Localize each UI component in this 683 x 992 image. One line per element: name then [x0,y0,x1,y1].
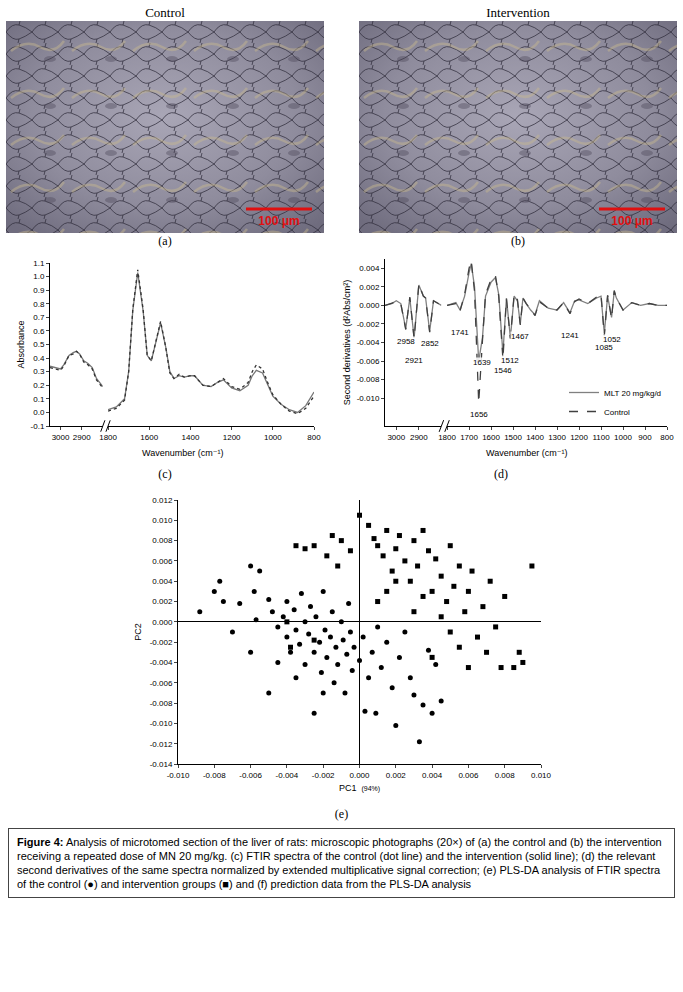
svg-text:1700: 1700 [460,433,478,442]
svg-text:-0.1: -0.1 [31,422,45,431]
svg-text:1400: 1400 [182,433,200,442]
svg-text:1546: 1546 [494,366,512,375]
svg-text:MLT 20 mg/kg/d: MLT 20 mg/kg/d [604,389,661,398]
svg-text:1400: 1400 [526,433,544,442]
svg-text:Absorbance: Absorbance [16,320,26,368]
svg-text:0.006: 0.006 [152,557,173,566]
html-text:Intervention: Intervention [486,5,550,20]
html-text:(b): (b) [511,234,525,248]
svg-text:0.010: 0.010 [530,771,551,780]
html-text:Figure 4: Analysis of microtom: Figure 4: Analysis of microtomed section… [17,836,662,890]
svg-text:-0.012: -0.012 [149,739,172,748]
svg-text:1512: 1512 [501,356,519,365]
svg-text:1000: 1000 [614,433,632,442]
svg-text:-0.010: -0.010 [166,771,189,780]
svg-text:0.000: 0.000 [152,618,173,627]
svg-text:-0.002: -0.002 [357,320,380,329]
svg-text:1800: 1800 [438,433,456,442]
svg-text:Second derivatives (d²Abs/cm²): Second derivatives (d²Abs/cm²) [342,280,352,406]
svg-text:1741: 1741 [451,328,469,337]
svg-text:0.012: 0.012 [152,496,173,505]
svg-text:800: 800 [660,433,674,442]
svg-text:-0.004: -0.004 [357,338,380,347]
html-text:(d): (d) [494,467,508,481]
svg-text:0.004: 0.004 [359,264,380,273]
svg-text:0.000: 0.000 [359,301,380,310]
svg-text:0.002: 0.002 [152,597,173,606]
svg-text:0.006: 0.006 [458,771,479,780]
svg-text:1200: 1200 [570,433,588,442]
svg-text:100 μm: 100 μm [611,214,652,228]
svg-text:0.6: 0.6 [33,327,45,336]
svg-text:1500: 1500 [504,433,522,442]
svg-text:-0.004: -0.004 [275,771,298,780]
svg-text:1600: 1600 [140,433,158,442]
svg-text:1300: 1300 [548,433,566,442]
svg-text:2900: 2900 [73,433,91,442]
svg-text:0.004: 0.004 [422,771,443,780]
svg-text:-0.010: -0.010 [357,394,380,403]
svg-text:1000: 1000 [264,433,282,442]
svg-text:-0.002: -0.002 [149,638,172,647]
svg-text:1241: 1241 [561,331,579,340]
svg-text:0.002: 0.002 [385,771,406,780]
svg-text:0.2: 0.2 [33,381,45,390]
svg-text:0.008: 0.008 [494,771,515,780]
svg-text:1052: 1052 [603,335,621,344]
svg-text:-0.006: -0.006 [149,679,172,688]
svg-text:0.010: 0.010 [152,516,173,525]
svg-text:Wavenumber (cm⁻¹): Wavenumber (cm⁻¹) [142,448,223,458]
html-text:Control: Control [145,5,185,20]
svg-text:-0.010: -0.010 [149,719,172,728]
svg-text:2958: 2958 [397,337,415,346]
svg-text:0.004: 0.004 [152,577,173,586]
svg-text:1656: 1656 [470,410,488,419]
svg-text:-0.004: -0.004 [149,658,172,667]
svg-text:0.002: 0.002 [359,283,380,292]
svg-text:0.7: 0.7 [33,313,45,322]
svg-text:0.1: 0.1 [33,395,45,404]
svg-text:-0.008: -0.008 [202,771,225,780]
svg-text:0.3: 0.3 [33,367,45,376]
svg-text:3000: 3000 [52,433,70,442]
svg-text:Wavenumber (cm⁻¹): Wavenumber (cm⁻¹) [486,448,567,458]
svg-text:-0.008: -0.008 [357,375,380,384]
svg-text:-0.002: -0.002 [311,771,334,780]
svg-text:1.0: 1.0 [33,272,45,281]
svg-text:PC2: PC2 [133,623,143,641]
html-text:(c): (c) [158,467,172,481]
svg-text:0.008: 0.008 [152,536,173,545]
svg-text:800: 800 [307,433,321,442]
svg-text:3000: 3000 [387,433,405,442]
svg-text:0.0: 0.0 [33,408,45,417]
svg-text:-0.006: -0.006 [239,771,262,780]
svg-text:0.000: 0.000 [349,771,370,780]
svg-text:0.4: 0.4 [33,354,45,363]
svg-text:1467: 1467 [511,332,529,341]
svg-text:1600: 1600 [482,433,500,442]
svg-text:-0.014: -0.014 [149,760,172,769]
svg-text:1085: 1085 [595,343,613,352]
html-text:(a): (a) [158,234,172,248]
svg-text:2921: 2921 [405,356,423,365]
html-text:(e): (e) [334,807,349,821]
svg-text:1200: 1200 [223,433,241,442]
svg-text:900: 900 [638,433,652,442]
svg-text:0.8: 0.8 [33,300,45,309]
svg-text:2900: 2900 [410,433,428,442]
svg-text:-0.008: -0.008 [149,699,172,708]
svg-text:-0.006: -0.006 [357,357,380,366]
svg-text:1639: 1639 [473,358,491,367]
svg-text:1.1: 1.1 [33,259,45,268]
svg-text:0.9: 0.9 [33,286,45,295]
svg-text:1800: 1800 [99,433,117,442]
svg-text:Control: Control [604,408,630,417]
svg-text:0.5: 0.5 [33,340,45,349]
svg-text:PC1 (94%): PC1 (94%) [338,783,379,793]
svg-text:100 μm: 100 μm [258,214,299,228]
svg-text:1100: 1100 [592,433,610,442]
svg-text:2852: 2852 [421,339,439,348]
